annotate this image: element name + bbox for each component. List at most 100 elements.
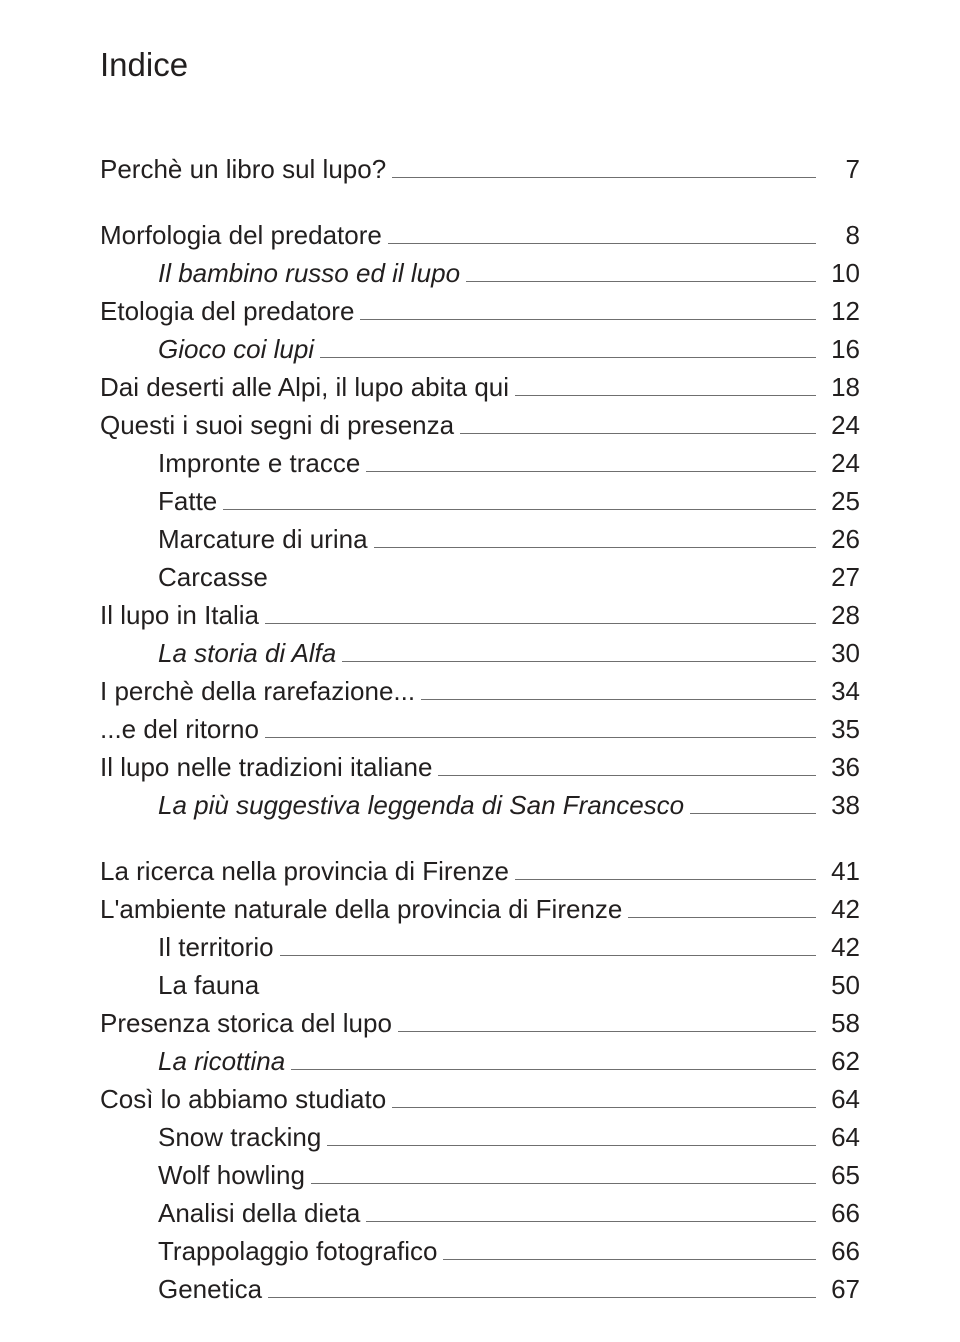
- toc-entry-page: 64: [822, 1086, 860, 1112]
- toc-entry-page: 7: [822, 156, 860, 182]
- toc-entry-page: 16: [822, 336, 860, 362]
- toc-leader-line: [466, 281, 816, 282]
- toc-entry-label: La storia di Alfa: [158, 640, 336, 666]
- toc-entry-page: 27: [822, 564, 860, 590]
- toc-entry-label: Marcature di urina: [158, 526, 368, 552]
- toc-leader-line: [690, 813, 816, 814]
- page-title: Indice: [100, 46, 860, 84]
- toc-entry: Perchè un libro sul lupo? 7: [100, 156, 860, 182]
- toc-entry-label: Gioco coi lupi: [158, 336, 314, 362]
- toc-leader-line: [291, 1069, 816, 1070]
- toc-entry-page: 67: [822, 1276, 860, 1302]
- toc-leader-line: [280, 955, 816, 956]
- toc-entry: La più suggestiva leggenda di San France…: [158, 792, 860, 818]
- toc-entry-label: La più suggestiva leggenda di San France…: [158, 792, 684, 818]
- toc-entry-page: 38: [822, 792, 860, 818]
- toc-entry-label: Il bambino russo ed il lupo: [158, 260, 460, 286]
- toc-entry: Dai deserti alle Alpi, il lupo abita qui…: [100, 374, 860, 400]
- toc-entry-label: L'ambiente naturale della provincia di F…: [100, 896, 622, 922]
- toc-entry-page: 64: [822, 1124, 860, 1150]
- toc-entry-label: Wolf howling: [158, 1162, 305, 1188]
- toc-leader-line: [366, 1221, 816, 1222]
- toc-entry: I perchè della rarefazione... 34: [100, 678, 860, 704]
- toc-entry: L'ambiente naturale della provincia di F…: [100, 896, 860, 922]
- toc-entry: Marcature di urina 26: [158, 526, 860, 552]
- toc-entry-page: 10: [822, 260, 860, 286]
- toc-leader-line: [515, 879, 816, 880]
- toc-leader-line: [327, 1145, 816, 1146]
- toc-entry-page: 65: [822, 1162, 860, 1188]
- toc-leader-line: [392, 177, 816, 178]
- toc-leader-line: [265, 623, 816, 624]
- toc-entry-page: 42: [822, 896, 860, 922]
- toc-entry: La ricottina62: [158, 1048, 860, 1074]
- toc-entry-page: 42: [822, 934, 860, 960]
- toc-entry-label: Il lupo nelle tradizioni italiane: [100, 754, 432, 780]
- toc-entry-page: 25: [822, 488, 860, 514]
- toc-leader-line: [398, 1031, 816, 1032]
- toc-entry-label: La fauna: [158, 972, 259, 998]
- toc-entry: La ricerca nella provincia di Firenze41: [100, 858, 860, 884]
- toc-leader-line: [438, 775, 816, 776]
- toc-entry-label: La ricottina: [158, 1048, 285, 1074]
- toc-leader-line: [628, 917, 816, 918]
- toc-entry: Trappolaggio fotografico 66: [158, 1238, 860, 1264]
- toc-entry: Impronte e tracce 24: [158, 450, 860, 476]
- toc-entry: La fauna 50: [158, 972, 860, 998]
- toc-entry-label: Dai deserti alle Alpi, il lupo abita qui: [100, 374, 509, 400]
- toc-entry: Wolf howling 65: [158, 1162, 860, 1188]
- toc-entry-page: 50: [822, 972, 860, 998]
- toc-entry: Gioco coi lupi 16: [158, 336, 860, 362]
- toc-entry-page: 66: [822, 1200, 860, 1226]
- toc-entry-page: 24: [822, 450, 860, 476]
- toc-leader-line: [443, 1259, 816, 1260]
- toc-entry-label: Etologia del predatore: [100, 298, 354, 324]
- section-gap: [100, 830, 860, 858]
- toc-entry-page: 24: [822, 412, 860, 438]
- toc-entry: Il lupo nelle tradizioni italiane36: [100, 754, 860, 780]
- toc-entry-page: 26: [822, 526, 860, 552]
- toc-entry: Questi i suoi segni di presenza 24: [100, 412, 860, 438]
- toc-entry: Morfologia del predatore8: [100, 222, 860, 248]
- toc-entry-label: Carcasse: [158, 564, 268, 590]
- toc-entry-label: ...e del ritorno: [100, 716, 259, 742]
- toc-entry: Analisi della dieta66: [158, 1200, 860, 1226]
- toc-leader-line: [223, 509, 816, 510]
- toc-entry-label: Trappolaggio fotografico: [158, 1238, 437, 1264]
- toc-entry-label: Presenza storica del lupo: [100, 1010, 392, 1036]
- toc-entry: Etologia del predatore 12: [100, 298, 860, 324]
- toc-entry: Presenza storica del lupo 58: [100, 1010, 860, 1036]
- toc-entry-label: Genetica: [158, 1276, 262, 1302]
- toc-entry-page: 34: [822, 678, 860, 704]
- toc-leader-line: [265, 737, 816, 738]
- toc-entry: Genetica 67: [158, 1276, 860, 1302]
- table-of-contents: Perchè un libro sul lupo? 7 Morfologia del…: [100, 156, 860, 1302]
- toc-entry: Così lo abbiamo studiato64: [100, 1086, 860, 1112]
- toc-entry-label: I perchè della rarefazione...: [100, 678, 415, 704]
- toc-leader-line: [311, 1183, 816, 1184]
- toc-entry-label: Impronte e tracce: [158, 450, 360, 476]
- toc-leader-line: [374, 547, 816, 548]
- toc-entry: Fatte 25: [158, 488, 860, 514]
- toc-entry-page: 66: [822, 1238, 860, 1264]
- toc-leader-line: [388, 243, 816, 244]
- toc-leader-line: [366, 471, 816, 472]
- toc-entry: Carcasse 27: [158, 564, 860, 590]
- toc-entry-label: Questi i suoi segni di presenza: [100, 412, 454, 438]
- toc-leader-line: [268, 1297, 816, 1298]
- toc-leader-line: [320, 357, 816, 358]
- toc-entry-label: Il territorio: [158, 934, 274, 960]
- toc-entry-label: Snow tracking: [158, 1124, 321, 1150]
- toc-entry: Snow tracking 64: [158, 1124, 860, 1150]
- section-gap: [100, 194, 860, 222]
- toc-entry-label: Morfologia del predatore: [100, 222, 382, 248]
- toc-entry-label: Fatte: [158, 488, 217, 514]
- toc-entry-page: 12: [822, 298, 860, 324]
- toc-entry-page: 35: [822, 716, 860, 742]
- toc-leader-line: [360, 319, 816, 320]
- toc-entry-page: 30: [822, 640, 860, 666]
- toc-entry-label: Perchè un libro sul lupo?: [100, 156, 386, 182]
- toc-entry-page: 28: [822, 602, 860, 628]
- toc-entry-page: 41: [822, 858, 860, 884]
- toc-entry-page: 58: [822, 1010, 860, 1036]
